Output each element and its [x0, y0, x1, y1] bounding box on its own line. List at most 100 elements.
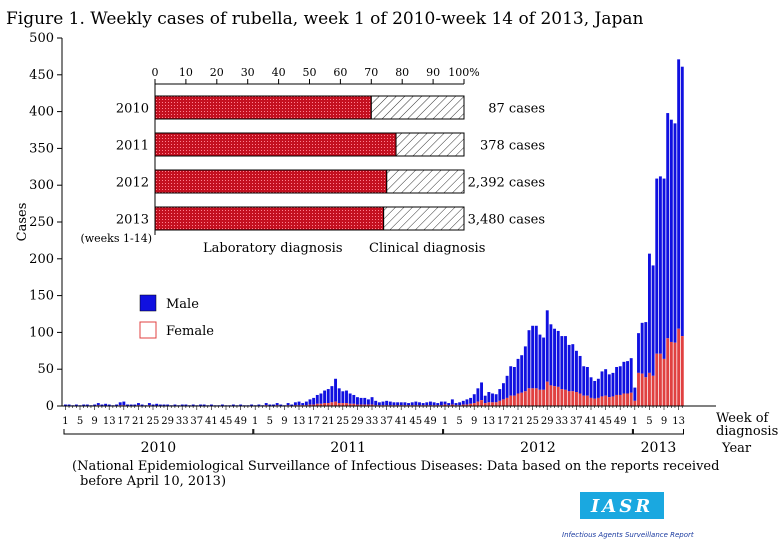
bar-male: [487, 392, 491, 403]
bar-male: [502, 383, 505, 400]
bar-male: [556, 330, 560, 387]
inset-category-label: 2011: [116, 139, 149, 154]
bar-male: [268, 404, 272, 406]
bar-male: [122, 401, 126, 406]
bar-male: [290, 404, 294, 406]
bar-male: [480, 382, 483, 401]
bar-female: [611, 396, 615, 406]
bar-female: [348, 403, 352, 406]
inset-tick-label: 60: [333, 66, 347, 79]
inset-bar-clinical: [386, 169, 465, 194]
x-tick-label: 1: [252, 416, 258, 427]
bar-male: [520, 355, 524, 393]
bar-female: [319, 403, 323, 406]
bar-male: [447, 403, 451, 406]
inset-total-label: 3,480 cases: [468, 213, 545, 228]
bar-female: [542, 389, 546, 406]
legend-swatch-female: [139, 321, 157, 339]
bar-male: [604, 369, 608, 396]
bar-male: [377, 402, 381, 406]
bar-male: [115, 404, 118, 406]
inset-tick-label: 100%: [448, 66, 479, 79]
x-tick-label: 13: [293, 416, 306, 427]
inset-bar-lab: [154, 169, 388, 194]
bar-female: [564, 389, 567, 406]
iasr-logo-text: IASR: [590, 496, 653, 517]
bar-female: [494, 402, 498, 406]
bar-male: [363, 397, 367, 405]
x-tick-label: 1: [62, 416, 68, 427]
bar-male: [304, 401, 308, 406]
bar-male: [626, 361, 629, 394]
x-tick-label: 29: [541, 416, 554, 427]
inset-legend-clinical: Clinical diagnosis: [369, 241, 485, 256]
inset-diagnosis-chart: 0 10 20 30 40 50 60 70 80 90 100% 2010 87 cases 2011…: [80, 66, 545, 256]
x-tick-label: 33: [555, 416, 568, 427]
bar-female: [461, 404, 465, 406]
bar-female: [637, 372, 640, 406]
bar-male: [465, 399, 469, 405]
x-tick-label: 13: [103, 416, 116, 427]
bar-male: [414, 401, 418, 406]
bar-female: [556, 386, 560, 406]
bar-male: [418, 402, 421, 406]
x-tick-label: 49: [234, 416, 247, 427]
bar-female: [626, 393, 629, 406]
bar-female: [585, 395, 589, 406]
x-tick-label: 13: [672, 416, 685, 427]
bar-male: [666, 113, 670, 339]
inset-tick-label: 30: [241, 66, 255, 79]
bar-male: [516, 358, 520, 394]
y-tick-label: 300: [29, 178, 54, 193]
bar-male: [582, 366, 586, 396]
bar-male: [677, 59, 681, 329]
iasr-logo-box: [580, 492, 664, 519]
bar-female: [520, 392, 524, 406]
bar-female: [553, 386, 556, 406]
bar-male: [202, 404, 206, 406]
bar-male: [549, 324, 553, 386]
bar-female: [443, 404, 447, 406]
bar-male: [567, 344, 571, 392]
bar-male: [220, 404, 224, 406]
inset-category-label: 2013: [116, 213, 149, 228]
bar-female: [633, 400, 637, 406]
bar-male: [191, 404, 195, 406]
bar-male: [264, 403, 268, 406]
bar-female: [677, 328, 681, 406]
bar-female: [680, 336, 684, 406]
bar-male: [392, 402, 396, 406]
bar-female: [666, 338, 670, 406]
bar-male: [651, 265, 655, 376]
bar-male: [275, 403, 279, 406]
bar-male: [585, 366, 589, 396]
bar-male: [512, 366, 516, 396]
x-tick-label: 37: [570, 416, 583, 427]
bar-male: [600, 371, 604, 397]
x-tick-label: 9: [281, 416, 287, 427]
bar-male: [286, 403, 290, 406]
bar-male: [345, 390, 348, 404]
x-tick-label: 5: [267, 416, 273, 427]
x-tick-label: 13: [482, 416, 495, 427]
bar-female: [469, 403, 473, 406]
bar-male: [319, 393, 323, 404]
bar-male: [429, 401, 432, 406]
bar-female: [575, 392, 578, 406]
bar-female: [308, 404, 312, 406]
bar-female: [502, 399, 505, 406]
bar-male: [100, 404, 104, 406]
source-note-line2: before April 10, 2013): [80, 474, 226, 489]
bar-male: [67, 404, 71, 406]
bar-male: [593, 380, 597, 399]
x-tick-label: 5: [456, 416, 462, 427]
bar-male: [669, 119, 673, 342]
bar-male: [126, 404, 129, 406]
bar-female: [312, 404, 316, 406]
x-tick-label: 5: [77, 416, 83, 427]
bar-female: [472, 403, 476, 406]
bar-male: [330, 386, 334, 403]
bar-female: [509, 395, 513, 406]
bar-female: [341, 403, 345, 406]
bar-male: [680, 66, 684, 337]
